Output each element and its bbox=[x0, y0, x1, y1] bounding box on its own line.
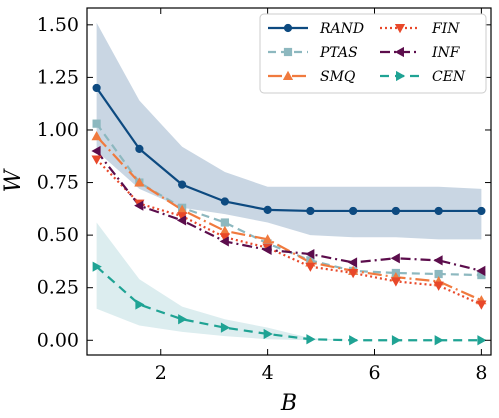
data-point-inf bbox=[305, 248, 315, 260]
legend: RAND PTAS SMQ FIN INF CEN bbox=[259, 13, 487, 94]
legend-label-inf: INF bbox=[431, 45, 461, 61]
data-point-inf bbox=[262, 244, 272, 255]
data-point-cen bbox=[306, 334, 316, 345]
data-point-cen bbox=[477, 335, 487, 346]
data-point-rand bbox=[434, 206, 443, 216]
legend-marker-smq bbox=[282, 70, 294, 80]
legend-marker-inf bbox=[394, 46, 404, 58]
legend-marker-rand bbox=[283, 23, 293, 33]
band-rand bbox=[96, 22, 482, 240]
legend-label-smq: SMQ bbox=[320, 69, 356, 85]
y-tick-label: 0.25 bbox=[37, 277, 79, 299]
data-point-smq bbox=[262, 234, 273, 244]
y-tick-label: 1.25 bbox=[37, 66, 79, 88]
data-point-inf bbox=[476, 265, 486, 276]
y-tick-label: 0.75 bbox=[37, 172, 79, 194]
series-line-inf bbox=[95, 150, 482, 272]
data-point-cen bbox=[92, 261, 102, 272]
data-point-cen bbox=[263, 328, 273, 340]
legend-label-rand: RAND bbox=[319, 21, 364, 37]
data-point-inf bbox=[347, 257, 358, 268]
data-point-cen bbox=[391, 335, 402, 346]
data-point-rand bbox=[263, 205, 272, 214]
legend-marker-ptas bbox=[283, 47, 293, 57]
data-point-inf bbox=[390, 253, 400, 264]
data-point-rand bbox=[349, 206, 358, 216]
x-axis-label: B bbox=[280, 391, 297, 416]
data-point-fin bbox=[305, 262, 316, 272]
series-lines bbox=[95, 87, 482, 342]
y-tick-label: 0.50 bbox=[37, 224, 79, 246]
data-point-cen bbox=[434, 335, 444, 346]
legend-label-cen: CEN bbox=[432, 69, 466, 85]
data-point-fin bbox=[91, 155, 102, 165]
data-point-fin bbox=[433, 281, 444, 291]
data-point-inf bbox=[219, 236, 229, 247]
data-point-rand bbox=[477, 206, 486, 216]
y-tick-label: 1.00 bbox=[37, 119, 79, 141]
data-point-cen bbox=[220, 322, 231, 333]
data-point-inf bbox=[433, 255, 443, 266]
data-point-rand bbox=[391, 206, 400, 216]
series-line-cen bbox=[95, 265, 482, 342]
data-point-rand bbox=[135, 144, 144, 154]
data-point-inf bbox=[134, 200, 144, 211]
legend-marker-cen bbox=[396, 70, 406, 82]
y-tick-label: 0.00 bbox=[37, 329, 79, 351]
confidence-bands bbox=[96, 22, 482, 341]
data-point-cen bbox=[135, 299, 145, 310]
data-point-rand bbox=[92, 83, 101, 93]
y-tick-label: 1.50 bbox=[37, 14, 79, 36]
series-line-rand bbox=[95, 87, 482, 213]
y-axis-ticks: 0.00 0.25 0.50 0.75 1.00 1.25 1.50 bbox=[37, 14, 491, 351]
y-axis-label: W bbox=[1, 167, 26, 192]
data-point-smq bbox=[91, 131, 102, 141]
data-point-inf bbox=[176, 215, 187, 226]
x-axis-ticks: 2 4 6 8 bbox=[155, 8, 487, 384]
data-point-inf bbox=[91, 145, 101, 157]
x-tick-label: 2 bbox=[155, 362, 167, 384]
legend-label-fin: FIN bbox=[431, 21, 460, 37]
data-point-fin bbox=[476, 300, 487, 310]
series-line-fin bbox=[95, 158, 482, 306]
data-point-fin bbox=[390, 277, 401, 287]
legend-marker-fin bbox=[394, 24, 406, 34]
x-tick-label: 4 bbox=[262, 362, 274, 384]
legend-box bbox=[259, 13, 487, 94]
data-point-ptas bbox=[220, 218, 229, 227]
data-point-smq bbox=[134, 177, 145, 187]
data-point-rand bbox=[306, 206, 315, 216]
data-point-ptas bbox=[92, 119, 101, 128]
data-point-rand bbox=[220, 197, 229, 206]
x-tick-label: 6 bbox=[368, 362, 380, 384]
data-point-cen bbox=[178, 314, 188, 325]
data-point-fin bbox=[348, 269, 359, 279]
band-cen bbox=[96, 222, 482, 341]
legend-label-ptas: PTAS bbox=[319, 45, 358, 61]
series-markers bbox=[91, 83, 487, 346]
x-tick-label: 8 bbox=[475, 362, 487, 384]
plot-frame bbox=[86, 7, 492, 356]
data-point-cen bbox=[349, 335, 359, 346]
data-point-rand bbox=[178, 180, 187, 189]
